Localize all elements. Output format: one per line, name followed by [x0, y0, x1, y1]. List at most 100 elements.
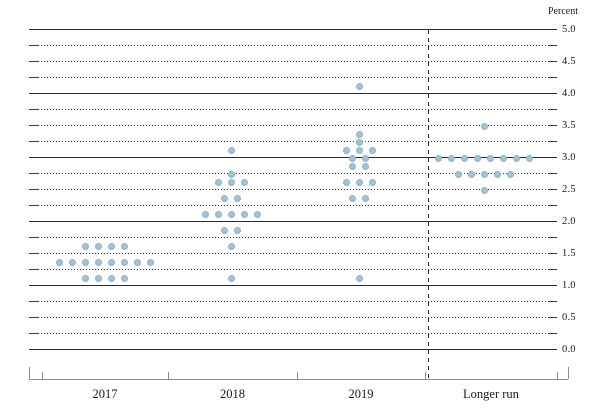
projection-dot: [480, 170, 488, 178]
y-tick-label: 4.5: [562, 56, 576, 67]
minor-gridline: [29, 205, 557, 207]
minor-gridline: [29, 301, 557, 303]
y-tick-label: 1.0: [562, 280, 576, 291]
x-axis-end-tick: [568, 367, 569, 379]
x-axis-tick: [42, 372, 43, 379]
projection-dot: [368, 178, 376, 186]
projection-dot: [513, 154, 520, 162]
projection-dot: [81, 274, 89, 282]
projection-dot: [349, 162, 356, 170]
projection-dot: [362, 194, 369, 202]
y-tick-label: 2.5: [562, 184, 576, 195]
projection-dot: [362, 162, 369, 170]
major-gridline: [29, 29, 557, 31]
projection-dot: [355, 130, 363, 138]
projection-dot: [81, 258, 89, 266]
projection-dot: [240, 178, 248, 186]
projection-dot: [227, 210, 235, 218]
projection-dot: [81, 242, 89, 250]
minor-gridline: [29, 125, 557, 127]
minor-gridline: [29, 77, 557, 79]
x-category-label: 2019: [348, 387, 374, 401]
minor-gridline: [29, 141, 557, 143]
projection-dot: [133, 258, 141, 266]
projection-dot: [107, 242, 115, 250]
minor-gridline: [29, 317, 557, 319]
projection-dot: [94, 242, 102, 250]
y-tick-label: 1.5: [562, 248, 576, 259]
major-gridline: [29, 93, 557, 95]
projection-dot: [355, 82, 363, 90]
projection-dot: [201, 210, 209, 218]
projection-dot: [227, 178, 235, 186]
projection-dot: [107, 274, 115, 282]
projection-dot: [467, 170, 475, 178]
projection-dot: [120, 242, 128, 250]
projection-dot: [493, 170, 501, 178]
projection-dot: [342, 178, 350, 186]
x-axis-tick: [297, 372, 298, 379]
projection-dot: [120, 258, 128, 266]
projection-dot: [435, 154, 442, 162]
minor-gridline: [29, 173, 557, 175]
projection-dot: [234, 226, 241, 234]
projection-dot: [349, 154, 356, 162]
x-category-label: 2017: [92, 387, 118, 401]
projection-dot: [94, 274, 102, 282]
projection-dot: [355, 146, 363, 154]
projection-dot: [94, 258, 102, 266]
y-tick-label: 4.0: [562, 88, 576, 99]
projection-dot: [506, 170, 514, 178]
projection-dot: [349, 194, 356, 202]
y-tick-label: 3.5: [562, 120, 576, 131]
projection-dot: [214, 178, 222, 186]
minor-gridline: [29, 253, 557, 255]
projection-dot: [355, 274, 363, 282]
major-gridline: [29, 221, 557, 223]
x-category-label: 2018: [220, 387, 245, 401]
projection-dot: [461, 154, 468, 162]
x-axis-tick: [425, 372, 426, 379]
projection-dot: [253, 210, 261, 218]
major-gridline: [29, 157, 557, 159]
projection-dot: [221, 194, 228, 202]
minor-gridline: [29, 61, 557, 63]
projection-dot: [480, 186, 488, 194]
y-tick-label: 0.0: [562, 344, 576, 355]
projection-dot: [487, 154, 494, 162]
projection-dot: [227, 146, 235, 154]
projection-dot: [107, 258, 115, 266]
x-axis-tick: [557, 372, 558, 379]
projection-dot: [474, 154, 481, 162]
projection-dot: [448, 154, 455, 162]
x-axis-baseline: [29, 379, 568, 380]
projection-dot: [120, 274, 128, 282]
y-tick-label: 2.0: [562, 216, 576, 227]
projection-dot: [342, 146, 350, 154]
major-gridline: [29, 285, 557, 287]
y-axis-unit-label: Percent: [548, 6, 578, 17]
projection-dot: [227, 170, 235, 178]
projection-dot: [68, 258, 76, 266]
longer-run-separator: [428, 30, 429, 379]
projection-dot: [221, 226, 228, 234]
projection-dot: [368, 146, 376, 154]
projection-dot: [240, 210, 248, 218]
projection-dot: [55, 258, 63, 266]
projection-dot: [355, 138, 363, 146]
projection-dot: [480, 122, 488, 130]
projection-dot: [454, 170, 462, 178]
projection-dot: [146, 258, 154, 266]
minor-gridline: [29, 189, 557, 191]
minor-gridline: [29, 109, 557, 111]
projection-dot: [500, 154, 507, 162]
projection-dot: [214, 210, 222, 218]
minor-gridline: [29, 237, 557, 239]
major-gridline: [29, 349, 557, 351]
projection-dot: [355, 178, 363, 186]
minor-gridline: [29, 269, 557, 271]
x-axis-tick: [168, 372, 169, 379]
projection-dot: [234, 194, 241, 202]
y-tick-label: 3.0: [562, 152, 576, 163]
